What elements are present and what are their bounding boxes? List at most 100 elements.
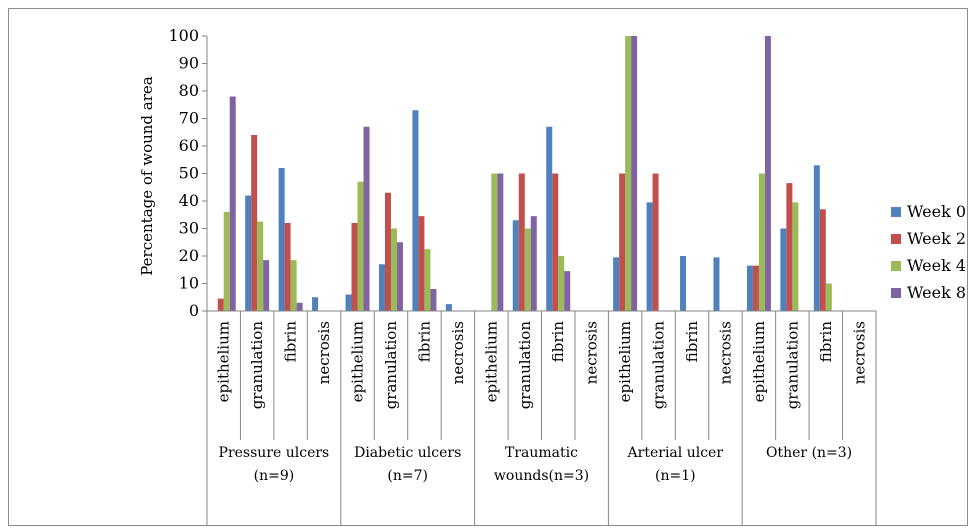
category-label: fibrin — [549, 321, 567, 363]
y-axis-label: Percentage of wound area — [138, 76, 156, 276]
bar — [764, 36, 771, 311]
bar — [746, 265, 753, 311]
category-label: fibrin — [817, 321, 835, 363]
category-label: epithelium — [750, 321, 768, 402]
legend: Week 0 Week 2 Week 4 Week 8 — [891, 202, 966, 302]
bar — [619, 173, 626, 311]
y-tick-label: 70 — [179, 109, 199, 128]
y-tick-label: 0 — [189, 301, 199, 320]
bar — [384, 192, 391, 311]
bar — [290, 260, 297, 311]
bar — [564, 271, 571, 311]
legend-label: Week 2 — [907, 229, 966, 248]
legend-label: Week 4 — [907, 256, 966, 275]
bar — [217, 298, 224, 311]
legend-swatch — [891, 207, 901, 217]
category-label: necrosis — [315, 321, 333, 384]
bar — [558, 256, 565, 311]
bar — [396, 242, 403, 311]
group-label-line2: wounds(n=3) — [494, 468, 589, 484]
bar — [390, 228, 397, 311]
bar — [713, 257, 720, 311]
bar — [518, 173, 525, 311]
bar — [631, 36, 638, 311]
bar — [552, 173, 559, 311]
y-tick-label: 20 — [179, 246, 199, 265]
group-label-line2: (n=7) — [387, 468, 428, 484]
bar — [345, 294, 352, 311]
bar — [625, 36, 632, 311]
bar — [497, 173, 504, 311]
bar — [646, 202, 653, 311]
bar — [296, 302, 303, 311]
bar — [412, 110, 419, 311]
category-label: necrosis — [850, 321, 868, 384]
y-tick-label: 30 — [179, 219, 199, 238]
bar — [424, 249, 431, 311]
y-tick-label: 50 — [179, 164, 199, 183]
category-label: fibrin — [415, 321, 433, 363]
bar — [245, 195, 252, 311]
y-tick-label: 90 — [179, 54, 199, 73]
category-label: epithelium — [616, 321, 634, 402]
group-label: Traumatic — [505, 445, 578, 461]
bar — [786, 183, 793, 311]
x-axis: epithelium granulation fibrin necrosis epith… — [206, 310, 877, 526]
bar — [546, 126, 553, 311]
bars — [217, 36, 832, 311]
bar — [491, 173, 498, 311]
legend-swatch — [891, 261, 901, 271]
y-tick-label: 100 — [168, 26, 199, 45]
legend-label: Week 0 — [907, 202, 966, 221]
category-label: epithelium — [215, 321, 233, 402]
bar — [312, 297, 319, 311]
bar — [445, 304, 452, 311]
category-label: epithelium — [349, 321, 367, 402]
group-label-line2: (n=1) — [655, 468, 696, 484]
bar — [780, 228, 787, 311]
bar — [752, 265, 759, 311]
bar — [351, 223, 358, 311]
category-label: necrosis — [449, 321, 467, 384]
y-tick-label: 60 — [179, 136, 199, 155]
bar — [363, 126, 370, 311]
bar — [378, 264, 385, 311]
group-label-line2: (n=9) — [254, 468, 295, 484]
bar — [229, 96, 236, 311]
bar — [613, 257, 620, 311]
bar — [278, 168, 285, 311]
legend-swatch — [891, 234, 901, 244]
bar — [819, 209, 826, 311]
bar — [825, 283, 832, 311]
bar — [680, 256, 687, 311]
category-label: epithelium — [482, 321, 500, 402]
y-axis: 0 10 20 30 40 50 60 70 80 90 100 — [168, 26, 208, 320]
chart-frame — [8, 8, 968, 526]
bar — [652, 173, 659, 311]
bar — [263, 260, 270, 311]
y-tick-label: 40 — [179, 191, 199, 210]
bar — [357, 181, 364, 311]
bar — [251, 135, 258, 311]
category-label: necrosis — [716, 321, 734, 384]
bar — [792, 202, 799, 311]
legend-swatch — [891, 288, 901, 298]
category-label: granulation — [516, 321, 534, 410]
bar — [257, 221, 264, 311]
legend-label: Week 8 — [907, 283, 966, 302]
bar — [512, 220, 519, 311]
group-label: Diabetic ulcers — [354, 445, 461, 461]
category-label: granulation — [248, 321, 266, 410]
group-label: Pressure ulcers — [219, 445, 330, 461]
bar — [758, 173, 765, 311]
category-label: granulation — [783, 321, 801, 410]
bar — [223, 212, 230, 311]
group-label: Other (n=3) — [766, 445, 852, 461]
bar — [430, 289, 437, 311]
y-tick-label: 10 — [179, 274, 199, 293]
bar — [813, 165, 820, 311]
group-label: Arterial ulcer — [627, 445, 724, 461]
category-label: fibrin — [683, 321, 701, 363]
bar — [524, 228, 531, 311]
category-label: granulation — [650, 321, 668, 410]
